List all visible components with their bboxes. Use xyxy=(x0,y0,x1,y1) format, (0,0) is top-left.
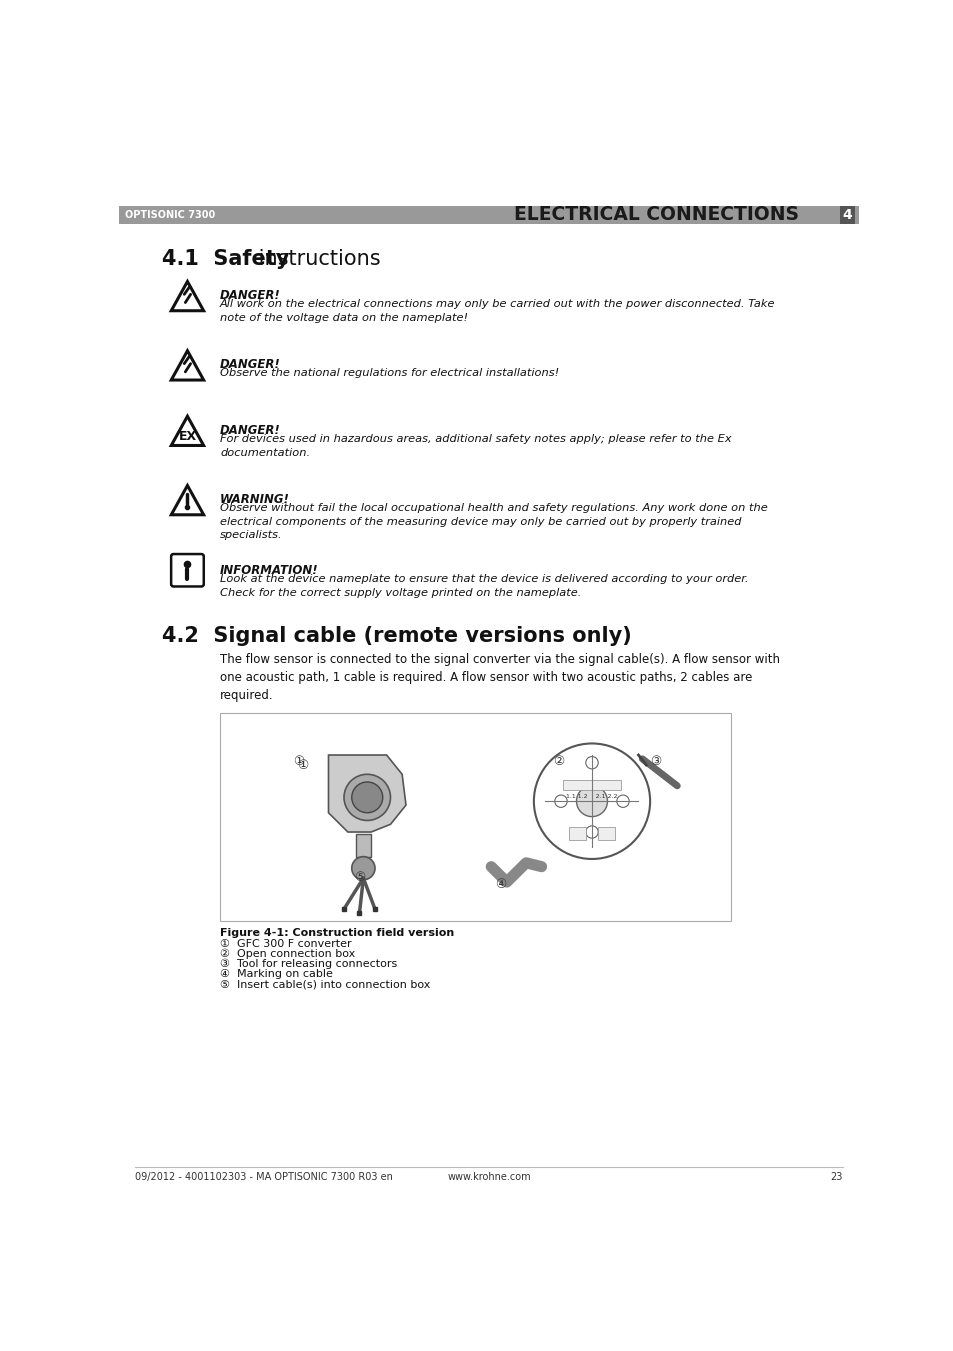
Text: OPTISONIC 7300: OPTISONIC 7300 xyxy=(125,209,215,220)
Text: The flow sensor is connected to the signal converter via the signal cable(s). A : The flow sensor is connected to the sign… xyxy=(220,654,780,703)
Text: DANGER!: DANGER! xyxy=(220,424,280,436)
Circle shape xyxy=(344,774,390,820)
Text: ②  Open connection box: ② Open connection box xyxy=(220,948,355,959)
Bar xyxy=(119,205,858,224)
Text: ①: ① xyxy=(294,755,305,767)
Text: ⑤  Insert cable(s) into connection box: ⑤ Insert cable(s) into connection box xyxy=(220,979,430,989)
Text: www.krohne.com: www.krohne.com xyxy=(447,1173,530,1182)
Bar xyxy=(598,827,615,840)
Text: ①  GFC 300 F converter: ① GFC 300 F converter xyxy=(220,939,352,948)
Text: 4: 4 xyxy=(842,208,852,222)
Circle shape xyxy=(352,782,382,813)
Text: DANGER!: DANGER! xyxy=(220,358,280,372)
Circle shape xyxy=(617,794,629,808)
Bar xyxy=(355,835,371,858)
Text: INFORMATION!: INFORMATION! xyxy=(220,565,318,577)
Bar xyxy=(568,827,585,840)
Bar xyxy=(840,205,855,224)
Text: EX: EX xyxy=(178,430,196,443)
Text: All work on the electrical connections may only be carried out with the power di: All work on the electrical connections m… xyxy=(220,299,775,323)
Text: 1.1 1.2    2.1 2.2: 1.1 1.2 2.1 2.2 xyxy=(566,793,618,798)
Text: instructions: instructions xyxy=(252,249,380,269)
Text: ⑤: ⑤ xyxy=(354,870,365,884)
Text: ELECTRICAL CONNECTIONS: ELECTRICAL CONNECTIONS xyxy=(514,205,799,224)
Circle shape xyxy=(585,757,598,769)
Text: 4.1  Safety: 4.1 Safety xyxy=(162,249,289,269)
Text: 09/2012 - 4001102303 - MA OPTISONIC 7300 R03 en: 09/2012 - 4001102303 - MA OPTISONIC 7300… xyxy=(134,1173,393,1182)
Text: 23: 23 xyxy=(830,1173,842,1182)
Bar xyxy=(562,781,620,790)
Text: Observe without fail the local occupational health and safety regulations. Any w: Observe without fail the local occupatio… xyxy=(220,503,767,540)
Bar xyxy=(220,713,731,920)
Circle shape xyxy=(534,743,649,859)
Circle shape xyxy=(576,786,607,816)
Text: 4.2  Signal cable (remote versions only): 4.2 Signal cable (remote versions only) xyxy=(162,627,631,646)
Circle shape xyxy=(585,825,598,838)
Text: ③: ③ xyxy=(649,755,660,767)
Text: DANGER!: DANGER! xyxy=(220,289,280,303)
Circle shape xyxy=(352,857,375,880)
Text: For devices used in hazardous areas, additional safety notes apply; please refer: For devices used in hazardous areas, add… xyxy=(220,434,731,458)
Polygon shape xyxy=(328,755,406,832)
Text: ②: ② xyxy=(553,755,564,767)
Text: Look at the device nameplate to ensure that the device is delivered according to: Look at the device nameplate to ensure t… xyxy=(220,574,748,597)
Text: ③  Tool for releasing connectors: ③ Tool for releasing connectors xyxy=(220,959,396,970)
Text: WARNING!: WARNING! xyxy=(220,493,290,507)
Text: ④: ④ xyxy=(495,878,506,892)
FancyBboxPatch shape xyxy=(171,554,204,586)
Text: ④  Marking on cable: ④ Marking on cable xyxy=(220,969,333,979)
Text: Observe the national regulations for electrical installations!: Observe the national regulations for ele… xyxy=(220,369,558,378)
Text: Figure 4-1: Construction field version: Figure 4-1: Construction field version xyxy=(220,928,454,939)
Text: ①: ① xyxy=(297,759,309,771)
Circle shape xyxy=(555,794,567,808)
